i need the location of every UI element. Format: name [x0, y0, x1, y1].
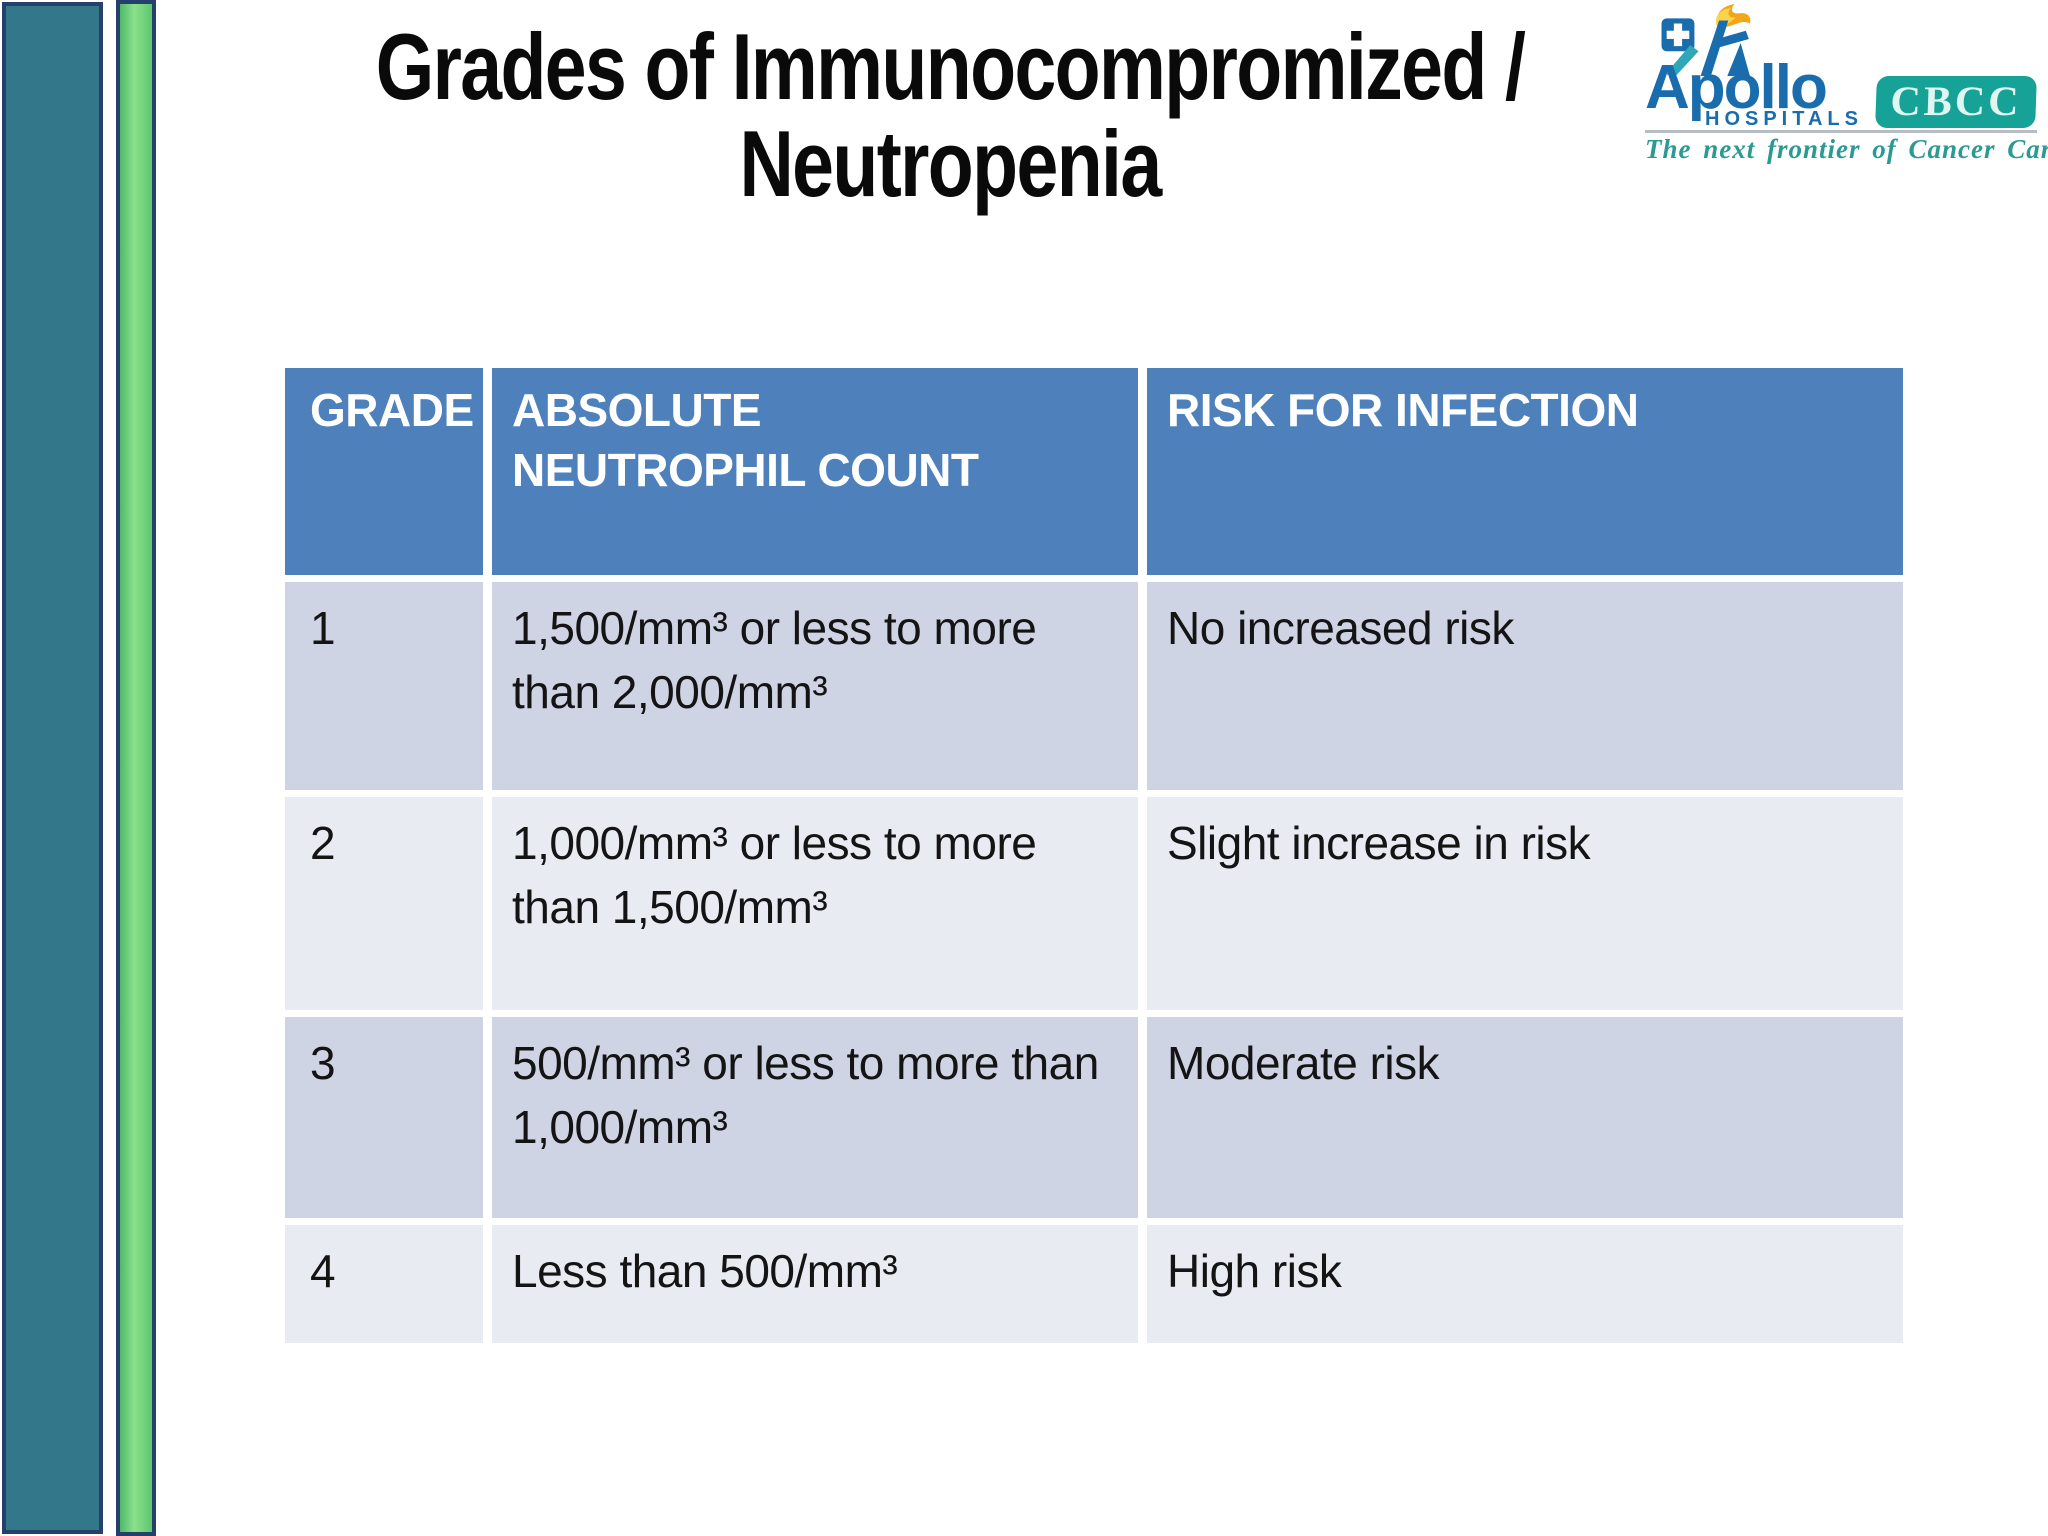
table-cell-row3-grade: 3 — [285, 1017, 483, 1218]
header-cell-grade-label: GRADE — [310, 384, 474, 436]
header-cell-anc: ABSOLUTE NEUTROPHIL COUNT — [492, 368, 1138, 575]
table-cell-row4-risk: High risk — [1147, 1225, 1903, 1343]
cbcc-badge: CBCC — [1875, 76, 2037, 128]
table-cell-row1-risk: No increased risk — [1147, 582, 1903, 790]
header-cell-grade: GRADE — [285, 368, 483, 575]
left-decor-bar-teal — [2, 2, 103, 1534]
table-cell-row1-anc: 1,500/mm³ or less to more than 2,000/mm³ — [492, 582, 1138, 790]
table-cell-row2-grade: 2 — [285, 797, 483, 1010]
table-cell-row3-anc: 500/mm³ or less to more than 1,000/mm³ — [492, 1017, 1138, 1218]
apollo-hospitals-label: HOSPITALS — [1705, 108, 1863, 130]
left-decor-bar-green — [116, 0, 156, 1536]
header-cell-risk-label: RISK FOR INFECTION — [1167, 384, 1639, 436]
logo-underline — [1645, 130, 2037, 133]
apollo-wordmark: Apollo — [1645, 53, 1828, 122]
neutropenia-grades-table: GRADE ABSOLUTE NEUTROPHIL COUNT RISK FOR… — [285, 368, 1903, 1343]
apollo-torch-icon — [1661, 4, 1751, 78]
page-title-line1: Grades of Immunocompromized / — [375, 14, 1526, 119]
table-cell-row1-grade: 1 — [285, 582, 483, 790]
logo-tagline: The next frontier of Cancer Care — [1645, 134, 2048, 164]
table-cell-row2-risk: Slight increase in risk — [1147, 797, 1903, 1010]
header-cell-risk: RISK FOR INFECTION — [1147, 368, 1903, 575]
page-title-line2: Neutropenia — [739, 111, 1162, 216]
table-cell-row4-anc: Less than 500/mm³ — [492, 1225, 1138, 1343]
page-title: Grades of Immunocompromized / Neutropeni… — [310, 18, 1590, 212]
table-cell-row3-risk: Moderate risk — [1147, 1017, 1903, 1218]
table-cell-row4-grade: 4 — [285, 1225, 483, 1343]
apollo-cbcc-logo: Apollo HOSPITALS CBCC The next frontier … — [1645, 2, 2048, 177]
table-cell-row2-anc: 1,000/mm³ or less to more than 1,500/mm³ — [492, 797, 1138, 1010]
header-cell-anc-label: ABSOLUTE NEUTROPHIL COUNT — [512, 384, 979, 496]
